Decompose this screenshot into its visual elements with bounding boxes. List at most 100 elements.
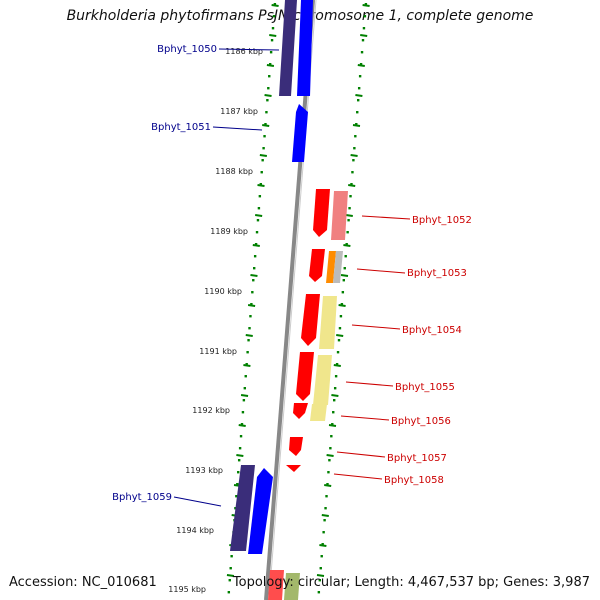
gene-bphyt-1050-band[interactable] xyxy=(279,0,297,96)
tick-dash xyxy=(236,454,244,457)
gene-bphyt-1051[interactable] xyxy=(292,104,308,162)
gene-features xyxy=(230,0,348,600)
tick-dot xyxy=(329,447,332,450)
tick-dot xyxy=(334,375,338,378)
tick-dot xyxy=(252,279,255,282)
gene-bphyt-1053[interactable] xyxy=(309,249,325,282)
tick-dash xyxy=(247,304,256,307)
tick-dash xyxy=(324,484,332,487)
gene-partial-red[interactable] xyxy=(268,570,284,600)
gene-label-leader xyxy=(333,473,383,480)
tick-dash xyxy=(240,394,249,397)
tick-dot xyxy=(362,27,366,30)
kbp-label: 1188 kbp xyxy=(215,167,253,176)
tick-dots-right xyxy=(316,3,370,594)
kbp-label: 1194 kbp xyxy=(176,526,214,535)
gene-label[interactable]: Bphyt_1055 xyxy=(395,382,455,393)
gene-bphyt-1059-band[interactable] xyxy=(230,465,255,551)
gene-label-leader xyxy=(361,215,411,220)
tick-dash xyxy=(319,544,327,547)
tick-dot xyxy=(339,315,343,318)
tick-dot xyxy=(273,3,277,6)
tick-dot xyxy=(253,255,257,258)
chromosome-backbone-highlight xyxy=(268,0,317,600)
tick-dash xyxy=(264,94,272,97)
tick-dash xyxy=(266,64,275,67)
tick-dot xyxy=(335,363,339,366)
gene-bphyt-1056-band[interactable] xyxy=(310,404,327,421)
tick-dot xyxy=(333,399,336,402)
tick-dot xyxy=(254,243,258,246)
gene-partial-green[interactable] xyxy=(284,573,300,600)
tick-dash xyxy=(257,184,265,187)
gene-bphyt-1057[interactable] xyxy=(289,437,303,456)
tick-dot xyxy=(353,147,356,150)
gene-bphyt-1055-band[interactable] xyxy=(313,355,332,405)
gene-bphyt-1056[interactable] xyxy=(293,403,308,419)
gene-label[interactable]: Bphyt_1056 xyxy=(391,416,451,427)
gene-bphyt-1050[interactable] xyxy=(297,0,313,96)
tick-dot xyxy=(236,483,239,486)
gene-label[interactable]: Bphyt_1052 xyxy=(412,215,472,226)
tick-dot xyxy=(357,99,360,102)
gene-bphyt-1053-grey[interactable] xyxy=(333,251,343,283)
tick-dot xyxy=(255,231,259,234)
tick-dot xyxy=(319,567,322,570)
tick-dot xyxy=(234,507,237,510)
tick-dots-left xyxy=(226,3,279,594)
gene-label[interactable]: Bphyt_1058 xyxy=(384,475,444,486)
tick-dot xyxy=(262,147,265,150)
gene-bphyt-1054[interactable] xyxy=(301,294,320,346)
tick-dot xyxy=(248,327,251,330)
gene-label-leader xyxy=(173,496,222,507)
accession-text: Accession: NC_010681 xyxy=(9,575,157,590)
tick-dot xyxy=(347,219,350,222)
tick-dot xyxy=(251,291,254,294)
kbp-label: 1190 kbp xyxy=(204,287,242,296)
tick-dot xyxy=(243,387,247,390)
tick-dot xyxy=(356,111,359,114)
tick-dot xyxy=(355,123,358,126)
tick-dot xyxy=(338,327,342,330)
tick-dot xyxy=(239,435,243,438)
topology-text: Topology: circular; Length: 4,467,537 bp… xyxy=(232,575,590,590)
gene-label[interactable]: Bphyt_1051 xyxy=(151,122,211,133)
tick-dot xyxy=(333,387,337,390)
gene-label-leader xyxy=(351,324,401,330)
gene-label[interactable]: Bphyt_1054 xyxy=(402,325,462,336)
tick-dash xyxy=(338,304,346,307)
gene-label[interactable]: Bphyt_1057 xyxy=(387,453,447,464)
tick-dot xyxy=(318,579,321,582)
gene-bphyt-1059[interactable] xyxy=(248,468,273,554)
gene-bphyt-1058[interactable] xyxy=(286,465,301,472)
gene-bphyt-1052[interactable] xyxy=(313,189,330,237)
tick-dot xyxy=(350,183,353,186)
tick-dash xyxy=(269,34,277,37)
tick-dot xyxy=(344,255,347,258)
kbp-label: 1187 kbp xyxy=(220,107,258,116)
tick-dot xyxy=(237,459,241,462)
tick-dot xyxy=(343,267,346,270)
gene-bphyt-1055[interactable] xyxy=(296,352,314,401)
tick-dot xyxy=(257,207,261,210)
gene-label-leader xyxy=(218,48,280,51)
tick-dot xyxy=(256,219,260,222)
gene-bphyt-1052-band[interactable] xyxy=(331,191,348,240)
left-gene-labels: Bphyt_1050 Bphyt_1051 Bphyt_1059 xyxy=(112,44,280,507)
tick-dot xyxy=(320,555,323,558)
gene-label[interactable]: Bphyt_1050 xyxy=(157,44,217,55)
gene-label-leader xyxy=(336,451,386,458)
tick-dot xyxy=(267,87,270,90)
gene-label[interactable]: Bphyt_1059 xyxy=(112,492,172,503)
tick-dot xyxy=(361,39,365,42)
gene-bphyt-1054-band[interactable] xyxy=(319,296,337,349)
tick-dash xyxy=(328,424,337,427)
gene-label[interactable]: Bphyt_1053 xyxy=(407,268,467,279)
gene-label-leader xyxy=(212,126,263,131)
kbp-labels: 1186 kbp 1187 kbp 1188 kbp 1189 kbp 1190 kbp… xyxy=(168,47,263,594)
map-title: Burkholderia phytofirmans PsJN chromosom… xyxy=(66,8,534,24)
gene-bphyt-1053-band[interactable] xyxy=(326,251,336,283)
tick-dot xyxy=(325,495,328,498)
tick-dot xyxy=(265,111,268,114)
